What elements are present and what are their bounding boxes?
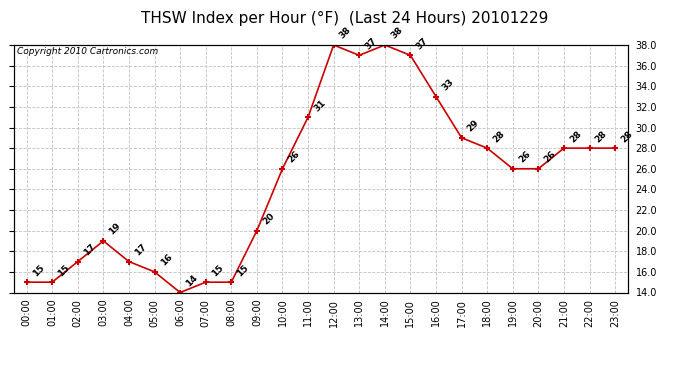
Text: Copyright 2010 Cartronics.com: Copyright 2010 Cartronics.com (17, 48, 158, 57)
Text: 37: 37 (364, 36, 379, 51)
Text: 26: 26 (517, 149, 532, 165)
Text: 28: 28 (593, 129, 609, 144)
Text: 17: 17 (82, 242, 97, 257)
Text: 29: 29 (466, 118, 481, 134)
Text: 17: 17 (133, 242, 148, 257)
Text: 19: 19 (108, 222, 123, 237)
Text: 15: 15 (31, 263, 46, 278)
Text: 33: 33 (440, 77, 455, 92)
Text: 15: 15 (210, 263, 225, 278)
Text: 16: 16 (159, 252, 174, 268)
Text: 38: 38 (338, 26, 353, 41)
Text: 14: 14 (184, 273, 199, 288)
Text: 20: 20 (261, 211, 276, 226)
Text: 28: 28 (491, 129, 506, 144)
Text: 15: 15 (235, 263, 250, 278)
Text: 28: 28 (568, 129, 583, 144)
Text: 31: 31 (312, 98, 328, 113)
Text: 26: 26 (542, 149, 558, 165)
Text: 28: 28 (619, 129, 635, 144)
Text: 38: 38 (389, 26, 404, 41)
Text: 15: 15 (57, 263, 72, 278)
Text: 26: 26 (286, 149, 302, 165)
Text: THSW Index per Hour (°F)  (Last 24 Hours) 20101229: THSW Index per Hour (°F) (Last 24 Hours)… (141, 11, 549, 26)
Text: 37: 37 (415, 36, 430, 51)
